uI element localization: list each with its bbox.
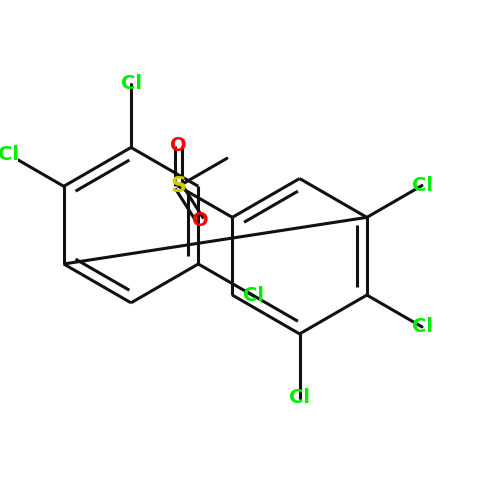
Text: O: O	[192, 211, 208, 230]
Text: Cl: Cl	[120, 74, 142, 94]
Text: Cl: Cl	[289, 388, 310, 407]
Text: Cl: Cl	[412, 318, 432, 336]
Text: Cl: Cl	[0, 145, 19, 164]
Text: Cl: Cl	[243, 286, 264, 306]
Text: Cl: Cl	[412, 176, 432, 195]
Text: O: O	[170, 136, 187, 156]
Text: S: S	[170, 176, 186, 197]
